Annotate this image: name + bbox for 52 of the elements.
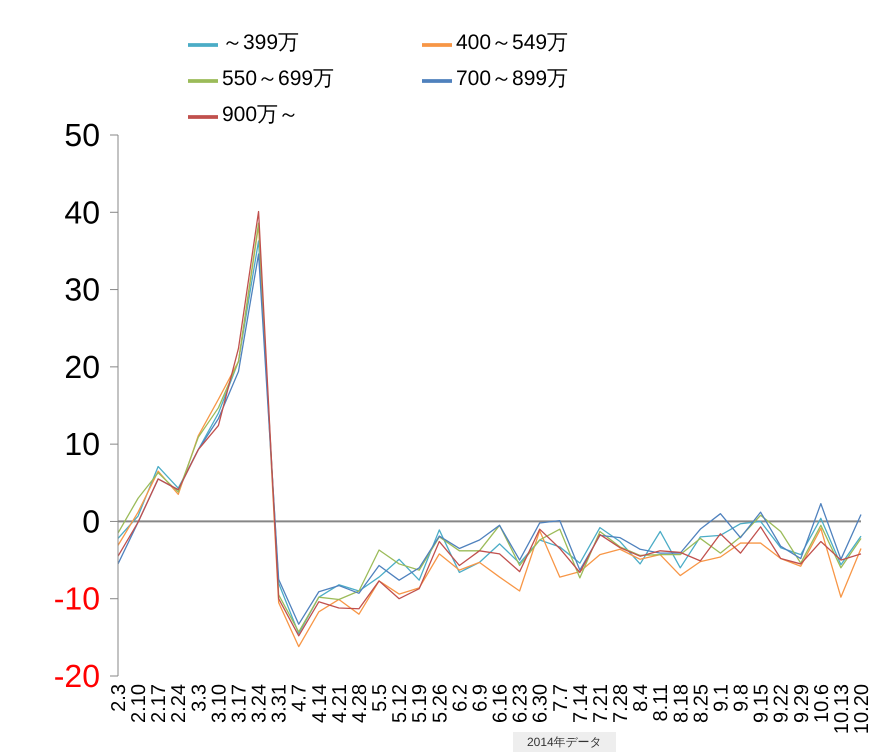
- x-tick-label: 4.21: [328, 684, 351, 723]
- x-tick-label: 6.16: [490, 684, 512, 723]
- text: 2014年データ: [513, 732, 616, 752]
- x-tick-label: 8.25: [690, 684, 712, 723]
- x-tick-label: 5.5: [369, 684, 392, 712]
- y-tick-label: 20: [64, 348, 100, 385]
- x-tick-label: 8.11: [650, 684, 672, 722]
- y-tick-label: 10: [64, 426, 100, 462]
- x-tick-label: 6.23: [510, 684, 532, 723]
- x-tick-label: 10.13: [830, 684, 853, 734]
- x-tick-label: 2.10: [128, 684, 150, 723]
- x-tick-label: 9.8: [730, 684, 753, 712]
- x-tick-label: 9.29: [790, 684, 813, 723]
- y-tick-label: -20: [54, 658, 100, 694]
- x-tick-label: 3.31: [268, 684, 291, 723]
- x-tick-label: 5.12: [389, 684, 412, 723]
- x-tick-label: 6.9: [469, 684, 492, 712]
- x-tick-label: 2.3: [108, 684, 130, 712]
- x-tick-label: 3.3: [188, 684, 210, 712]
- x-tick-label: 7.7: [550, 684, 572, 712]
- x-tick-label: 8.4: [630, 684, 652, 712]
- x-tick-label: 7.14: [570, 684, 592, 723]
- x-tick-label: 3.17: [228, 684, 250, 723]
- x-tick-label: 9.1: [710, 684, 732, 712]
- x-tick-label: 10.20: [851, 684, 873, 734]
- x-tick-label: 9.22: [770, 684, 793, 723]
- y-tick-label: 40: [64, 194, 100, 230]
- x-tick-label: 7.21: [590, 684, 612, 723]
- x-tick-label: 3.24: [248, 684, 271, 723]
- x-tick-label: 4.7: [288, 684, 311, 712]
- legend-label: 700～899万: [456, 66, 570, 92]
- x-tick-label: 7.28: [610, 684, 632, 723]
- legend-label: ～399万: [222, 30, 300, 56]
- x-tick-label: 10.6: [810, 684, 833, 723]
- x-tick-label: 9.15: [750, 684, 773, 723]
- x-tick-label: 3.10: [208, 684, 230, 723]
- x-tick-label: 4.28: [348, 684, 371, 723]
- y-tick-label: 0: [82, 503, 100, 540]
- x-tick-label: 2.24: [168, 684, 190, 723]
- x-tick-label: 6.2: [449, 684, 472, 712]
- x-tick-label: 5.19: [409, 684, 432, 723]
- legend-label: 550～699万: [222, 66, 336, 92]
- y-tick-label: -10: [54, 580, 100, 617]
- x-tick-label: 5.26: [429, 684, 452, 723]
- x-tick-label: 2.17: [148, 684, 170, 723]
- y-tick-label: 50: [64, 117, 100, 153]
- legend-label: 900万～: [222, 102, 300, 128]
- x-tick-label: 6.30: [530, 684, 552, 723]
- x-tick-label: 8.18: [670, 684, 692, 723]
- legend-label: 400～549万: [456, 30, 570, 56]
- x-tick-label: 4.14: [308, 684, 331, 723]
- y-tick-label: 30: [64, 272, 100, 308]
